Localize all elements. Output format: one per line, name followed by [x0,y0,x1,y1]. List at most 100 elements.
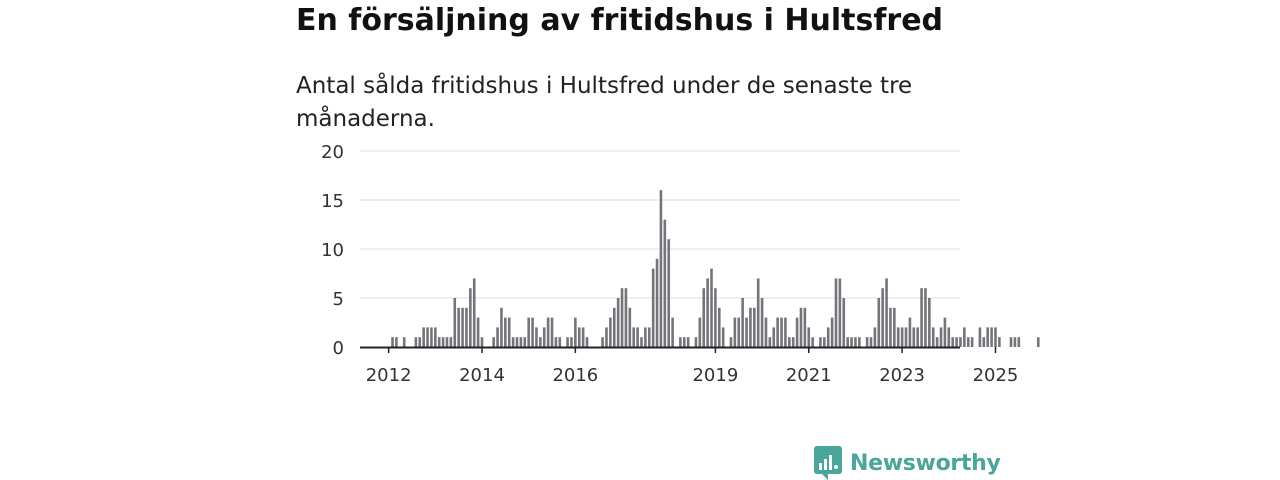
x-tick-label: 2012 [366,365,412,386]
bar [601,337,604,347]
bar [943,317,947,347]
bar [986,327,989,347]
bar [682,337,686,347]
bar [811,337,814,347]
bar [1009,337,1013,347]
bar [959,337,962,347]
bar [546,317,550,347]
newsworthy-logo-icon [814,446,842,480]
bar [842,298,846,347]
bar [994,327,997,347]
y-tick-label: 5 [333,289,344,310]
bar [756,278,760,347]
bar [457,307,460,347]
bar [826,327,830,347]
bar [760,298,764,347]
bar [951,337,954,347]
bar [978,327,982,347]
bar [823,337,826,347]
bar [636,327,639,347]
bar [511,337,515,347]
bar [889,307,892,347]
bar [931,327,935,347]
newsworthy-logo: Newsworthy [814,446,1001,480]
x-tick-label: 2021 [786,365,832,386]
bar [539,337,542,347]
bar [916,327,919,347]
bar [461,307,464,347]
bar [667,239,671,347]
bar [912,327,916,347]
bar [628,307,632,347]
bar [441,337,445,347]
bar [492,337,495,347]
bar [480,337,484,347]
y-axis-ticks: 0 5 10 15 20 [321,142,344,359]
bar [928,298,931,347]
bar [686,337,690,347]
bar [620,288,624,347]
bar [647,327,651,347]
bar [753,307,756,347]
bar [764,317,768,347]
bar [935,337,939,347]
bar [717,307,721,347]
bar [523,337,527,347]
bar [542,327,546,347]
bar [795,317,799,347]
bar [939,327,943,347]
bar [476,317,480,347]
bar [402,337,406,347]
bar [558,337,562,347]
bar [624,288,628,347]
bar [465,307,468,347]
bar [434,327,437,347]
bar [896,327,900,347]
newsworthy-logo-text: Newsworthy [850,450,1001,476]
bar [908,317,912,347]
bar [807,327,811,347]
bar [391,337,394,347]
bar [780,317,783,347]
bar [963,327,966,347]
bar [799,307,803,347]
bar [585,337,589,347]
x-tick-label: 2023 [879,365,925,386]
bar [970,337,974,347]
bar [768,337,772,347]
bar [885,278,888,347]
bar [850,337,853,347]
bar [1017,337,1021,347]
y-tick-label: 15 [321,191,344,212]
bar [554,337,558,347]
bar [710,268,713,347]
bar [947,327,951,347]
bar [838,278,842,347]
bar [694,337,698,347]
bar [714,288,717,347]
bar [570,337,573,347]
bar [1013,337,1017,347]
bar [721,327,725,347]
bar [745,317,748,347]
bar [507,317,511,347]
bar [445,337,449,347]
data-labels: 1 [1060,0,1071,5]
bar [776,317,779,347]
chart-subtitle: Antal sålda fritidshus i Hultsfred under… [296,73,913,132]
bar [632,327,636,347]
bar [449,337,453,347]
x-tick-label: 2025 [973,365,1019,386]
bar [869,337,873,347]
bar [873,327,877,347]
bar [519,337,523,347]
bar [877,298,881,347]
bar [663,219,667,347]
bar [998,337,1001,347]
bar [472,278,476,347]
x-axis-ticks: 2012 2014 2016 2019 2021 2023 2025 [366,347,1019,386]
bar [422,327,425,347]
bar [659,190,663,347]
bar [881,288,884,347]
bar [737,317,741,347]
